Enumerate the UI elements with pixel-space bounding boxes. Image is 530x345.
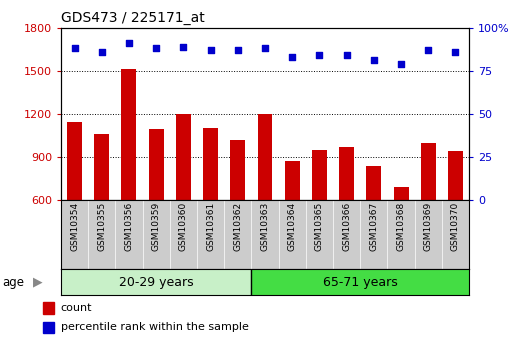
Text: percentile rank within the sample: percentile rank within the sample <box>60 322 249 332</box>
Point <box>261 46 269 51</box>
Bar <box>339 147 354 200</box>
Text: ▶: ▶ <box>33 276 42 288</box>
Text: GSM10356: GSM10356 <box>125 202 134 252</box>
Point <box>179 44 188 49</box>
Bar <box>67 122 82 200</box>
Bar <box>285 161 299 200</box>
Text: GSM10364: GSM10364 <box>288 202 297 251</box>
Point <box>125 40 133 46</box>
Text: GSM10366: GSM10366 <box>342 202 351 252</box>
Point <box>288 54 296 60</box>
Bar <box>448 151 463 200</box>
Point <box>206 47 215 53</box>
Text: GSM10361: GSM10361 <box>206 202 215 252</box>
Point <box>342 52 351 58</box>
Point <box>369 58 378 63</box>
Bar <box>149 129 164 200</box>
Text: age: age <box>3 276 25 288</box>
Text: GSM10367: GSM10367 <box>369 202 378 252</box>
Point <box>152 46 161 51</box>
Bar <box>61 269 251 295</box>
Text: GSM10370: GSM10370 <box>451 202 460 252</box>
Bar <box>312 150 327 200</box>
Text: count: count <box>60 303 92 313</box>
Bar <box>43 322 54 333</box>
Point <box>424 47 432 53</box>
Bar <box>258 114 272 200</box>
Point <box>451 49 460 55</box>
Point <box>70 46 79 51</box>
Text: GSM10359: GSM10359 <box>152 202 161 252</box>
Bar <box>43 303 54 314</box>
Text: GSM10354: GSM10354 <box>70 202 79 251</box>
Text: GSM10355: GSM10355 <box>98 202 106 252</box>
Point <box>397 61 405 67</box>
Bar <box>203 128 218 200</box>
Point <box>315 52 324 58</box>
Bar <box>231 140 245 200</box>
Text: GSM10360: GSM10360 <box>179 202 188 252</box>
Text: 65-71 years: 65-71 years <box>323 276 398 288</box>
Point <box>234 47 242 53</box>
Text: GSM10368: GSM10368 <box>396 202 405 252</box>
Text: 20-29 years: 20-29 years <box>119 276 193 288</box>
Text: GSM10362: GSM10362 <box>233 202 242 251</box>
Text: GSM10365: GSM10365 <box>315 202 324 252</box>
Text: GSM10369: GSM10369 <box>424 202 432 252</box>
Bar <box>366 166 381 200</box>
Bar <box>251 269 469 295</box>
Bar <box>421 142 436 200</box>
Text: GDS473 / 225171_at: GDS473 / 225171_at <box>61 11 205 25</box>
Bar <box>121 69 136 200</box>
Text: GSM10363: GSM10363 <box>261 202 269 252</box>
Bar <box>394 187 409 200</box>
Bar <box>94 134 109 200</box>
Point <box>98 49 106 55</box>
Bar <box>176 114 191 200</box>
